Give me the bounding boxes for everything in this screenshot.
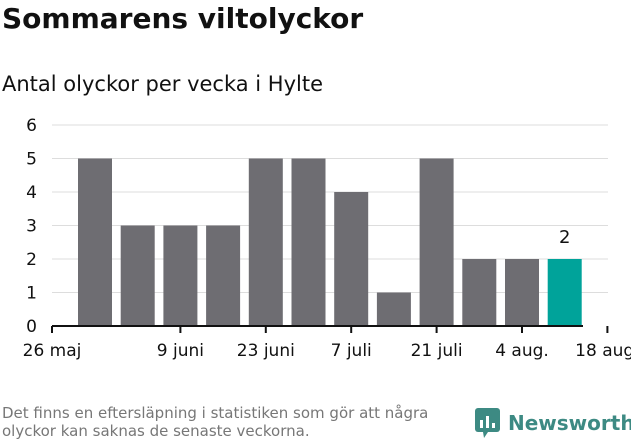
x-axis [51, 325, 609, 333]
y-tick-label: 0 [26, 317, 37, 337]
bar [120, 225, 155, 326]
chart-subtitle: Antal olyckor per vecka i Hylte [2, 72, 324, 96]
bar [419, 158, 454, 326]
bar [163, 225, 198, 326]
bar [291, 158, 326, 326]
y-tick-label: 2 [26, 250, 37, 270]
x-tick-label: 18 aug. [575, 341, 631, 361]
x-tick-label: 4 aug. [495, 341, 549, 361]
newsworthy-logo: Newsworthy [475, 408, 631, 438]
chart-speech-bubble-icon [475, 408, 500, 438]
bar [376, 292, 411, 326]
data-label: 2 [559, 227, 570, 248]
y-tick-label: 6 [26, 116, 37, 136]
x-tick-label: 23 juni [237, 341, 295, 361]
chart-title: Sommarens viltolyckor [2, 2, 364, 35]
x-tick-label: 7 juli [331, 341, 372, 361]
brand-name: Newsworthy [508, 411, 631, 435]
bar [248, 158, 283, 326]
bars [78, 158, 582, 326]
x-tick-label: 26 maj [23, 341, 82, 361]
y-axis-labels: 0 1 2 3 4 5 6 [26, 116, 37, 337]
bar [206, 225, 241, 326]
x-tick-label: 9 juni [157, 341, 204, 361]
y-tick-label: 1 [26, 284, 37, 304]
bar [78, 158, 112, 326]
bar [462, 259, 497, 326]
x-tick-label: 21 juli [411, 341, 463, 361]
y-tick-label: 5 [26, 150, 37, 170]
y-tick-label: 3 [26, 217, 37, 237]
annotations: 2 [559, 227, 570, 248]
y-tick-label: 4 [26, 183, 37, 203]
bar [505, 259, 539, 326]
footnote: Det finns en eftersläpning i statistiken… [2, 404, 429, 440]
bar [334, 192, 369, 326]
x-axis-labels: 26 maj 9 juni 23 juni 7 juli 21 juli 4 aug. 18… [23, 341, 631, 361]
bar [547, 259, 582, 326]
bar-chart: 0 1 2 3 4 5 6 26 maj 9 juni 23 juni 7 juli 21 juli… [23, 116, 631, 361]
